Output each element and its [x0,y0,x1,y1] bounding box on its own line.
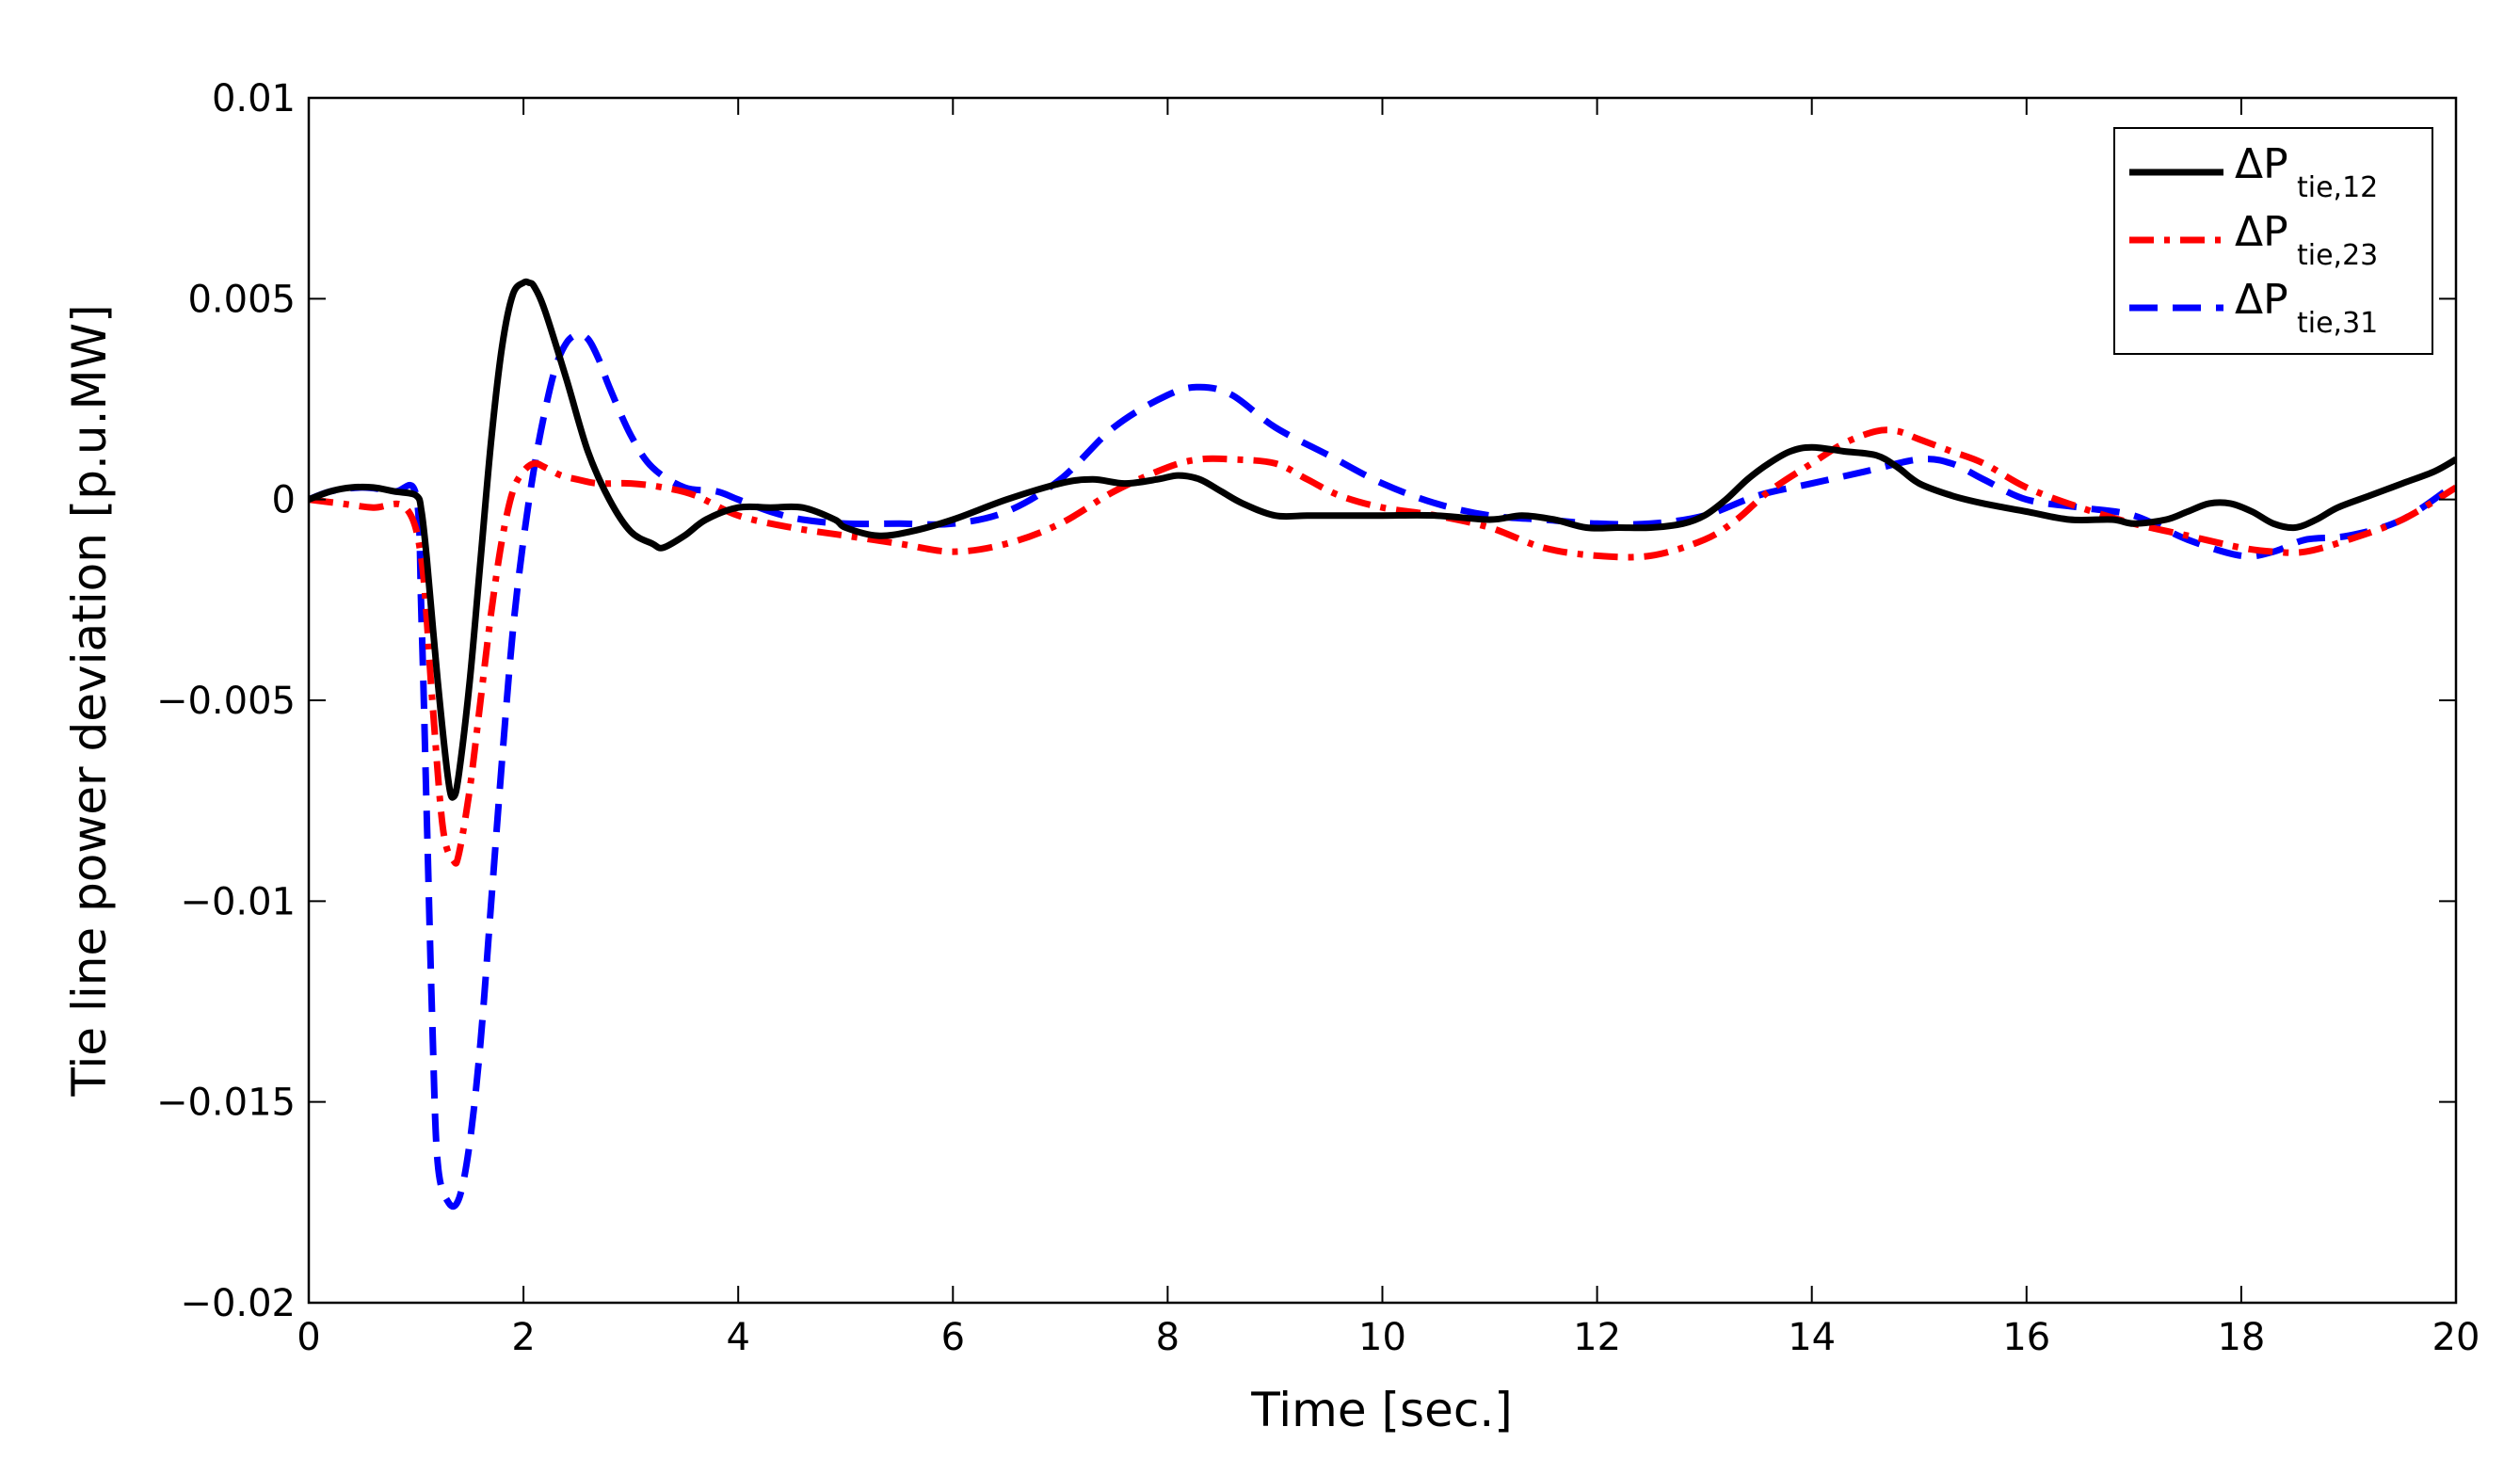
y-tick-label: 0.005 [187,278,296,321]
legend-label: ΔP [2235,276,2288,324]
x-axis-label: Time [sec.] [1250,1383,1512,1437]
legend: ΔP tie,12 ΔP tie,23 ΔP tie,31 [2113,127,2433,355]
x-tick-label: 14 [1788,1316,1836,1359]
y-tick-label: 0.01 [212,77,296,120]
legend-label-subscript: tie,23 [2297,239,2378,272]
y-tick-label: −0.01 [180,880,296,923]
series-line-tie-31 [309,330,2456,1210]
x-tick-label: 12 [1573,1316,1621,1359]
x-tick-label: 10 [1358,1316,1406,1359]
x-tick-label: 16 [2002,1316,2050,1359]
y-tick-label: −0.005 [156,680,296,723]
series-line-tie-12 [309,278,2456,801]
x-tick-label: 2 [511,1316,535,1359]
y-tick-label: −0.02 [180,1282,296,1325]
y-axis-label: Tie line power deviation [p.u.MW] [62,304,117,1097]
x-tick-label: 8 [1156,1316,1180,1359]
legend-label: ΔP [2235,140,2288,188]
legend-label-subscript: tie,12 [2297,171,2378,204]
x-tick-label: 0 [297,1316,320,1359]
plot-area [309,98,2456,1303]
x-tick-label: 20 [2432,1316,2480,1359]
x-tick-label: 4 [726,1316,749,1359]
legend-label-subscript: tie,31 [2297,307,2378,340]
y-tick-label: 0 [272,479,296,522]
x-tick-label: 18 [2217,1316,2265,1359]
ticks-layer: 0 2 4 6 8 10 12 14 16 18 20 0.01 0.005 0 −0.005 −0.01 −0… [156,77,2480,1359]
series-layer [309,278,2456,1210]
y-tick-label: −0.015 [156,1082,296,1125]
legend-label: ΔP [2235,208,2288,256]
x-tick-label: 6 [941,1316,965,1359]
